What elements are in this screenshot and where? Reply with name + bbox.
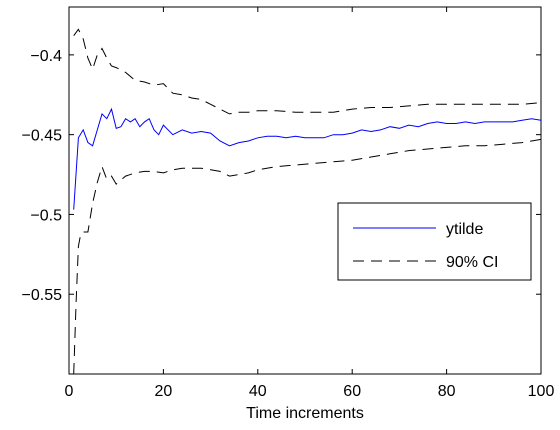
legend-label-ci: 90% CI — [446, 254, 498, 271]
y-tick-label: −0.4 — [30, 48, 62, 65]
y-tick-label: −0.45 — [22, 128, 63, 145]
x-tick-label: 60 — [343, 383, 361, 400]
series-line-1 — [73, 28, 542, 115]
y-tick-label: −0.5 — [30, 207, 62, 224]
x-axis-label: Time increments — [246, 405, 364, 422]
x-tick-label: 80 — [438, 383, 456, 400]
series-line-2 — [73, 138, 542, 375]
x-tick-label: 20 — [155, 383, 173, 400]
x-tick-label: 40 — [249, 383, 267, 400]
legend-box — [337, 202, 532, 281]
x-tick-label: 100 — [528, 383, 555, 400]
legend-label-ytilde: ytilde — [446, 221, 483, 238]
x-tick-label: 0 — [65, 383, 74, 400]
legend: ytilde 90% CI — [337, 202, 532, 281]
plot-area — [68, 6, 542, 375]
series-line-0 — [73, 107, 542, 210]
series-layer — [73, 28, 542, 375]
y-axis-ticks: −0.4 −0.45 −0.5 −0.55 — [22, 48, 541, 304]
y-tick-label: −0.55 — [22, 287, 63, 304]
x-axis-ticks: 0 20 40 60 80 100 — [65, 7, 555, 400]
